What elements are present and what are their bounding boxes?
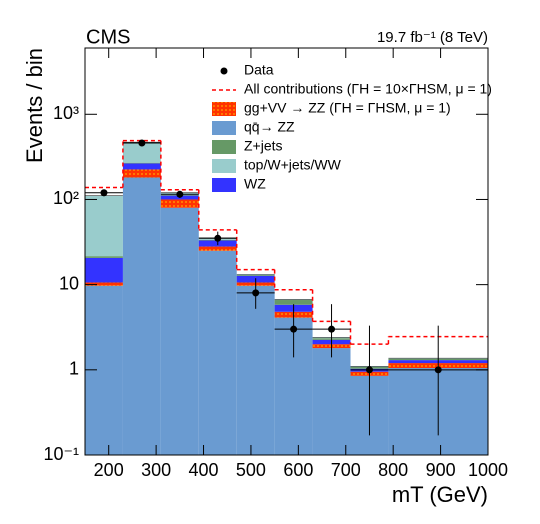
y-tick-label: 1 (69, 359, 79, 379)
stack-segment (312, 348, 351, 455)
x-tick-label: 400 (189, 460, 219, 480)
data-point (176, 190, 184, 198)
stack-segment (122, 177, 161, 455)
data-point (214, 234, 222, 242)
chart-subtitle: 19.7 fb⁻¹ (8 TeV) (377, 29, 488, 46)
x-tick-label: 300 (141, 460, 171, 480)
x-tick-label: 1000 (468, 460, 508, 480)
x-tick-label: 800 (378, 460, 408, 480)
stack-segment (198, 250, 237, 455)
stack-segment (160, 199, 199, 208)
x-tick-label: 700 (331, 460, 361, 480)
legend-marker (212, 102, 236, 116)
data-point (138, 139, 146, 147)
y-tick-label: 10³ (53, 103, 79, 123)
legend-marker (220, 67, 228, 75)
legend-marker (212, 159, 236, 173)
data-point (252, 289, 260, 297)
legend-marker (212, 178, 236, 192)
x-tick-label: 900 (426, 460, 456, 480)
legend-marker (212, 121, 236, 135)
stack-segment (122, 162, 161, 164)
legend-marker (212, 140, 236, 154)
legend-label: qq̄→ ZZ (244, 119, 295, 135)
data-point (328, 325, 336, 333)
legend-label: top/W+jets/WW (244, 157, 342, 173)
data-point (100, 189, 108, 197)
stack-segment (85, 256, 123, 258)
plot-frame (84, 47, 489, 456)
data-point (365, 366, 373, 374)
stack-segment (160, 207, 199, 455)
chart-title: CMS (86, 26, 130, 48)
stack-segment (85, 257, 123, 283)
stack-segment (85, 195, 123, 257)
y-axis-label: Events / bin (22, 48, 47, 163)
stack-segment (274, 300, 313, 305)
y-tick-label: 10⁻¹ (43, 444, 79, 464)
stack-segment (85, 285, 123, 455)
stack-segment (198, 246, 237, 251)
legend-label: Z+jets (244, 138, 283, 154)
stack-segment (85, 282, 123, 286)
stack-segment (122, 142, 161, 163)
y-tick-label: 10² (53, 188, 79, 208)
x-axis-label: mT (GeV) (392, 482, 488, 507)
data-point (434, 366, 442, 374)
data-point (290, 325, 298, 333)
legend-label: WZ (244, 176, 266, 192)
x-tick-label: 600 (283, 460, 313, 480)
stack-segment (236, 274, 275, 276)
legend-label: All contributions (ΓH = 10×ΓHSM, μ = 1) (244, 81, 492, 97)
y-tick-label: 10 (59, 273, 79, 293)
stack-segment (122, 169, 161, 178)
x-tick-label: 500 (236, 460, 266, 480)
stack-segment (122, 163, 161, 170)
legend-label: Data (244, 62, 274, 78)
x-tick-label: 200 (94, 460, 124, 480)
stack-segment (236, 285, 275, 455)
legend-label: gg+VV → ZZ (ΓH = ΓHSM, μ = 1) (244, 100, 451, 116)
